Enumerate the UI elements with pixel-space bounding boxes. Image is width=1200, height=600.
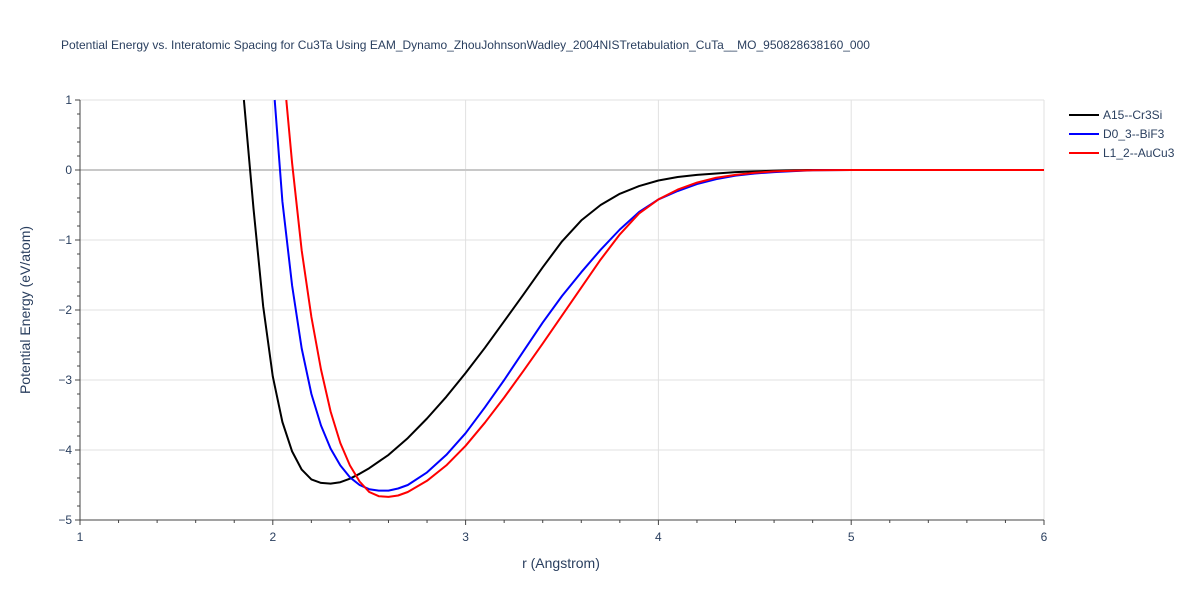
y-tick-label: −4 <box>58 443 72 457</box>
x-axis-title: r (Angstrom) <box>522 555 600 571</box>
y-tick-label: 1 <box>65 93 72 107</box>
legend-item[interactable]: A15--Cr3Si <box>1069 108 1162 122</box>
x-tick-label: 6 <box>1041 530 1048 544</box>
series-line-l1-2-aucu3[interactable] <box>285 99 1044 498</box>
x-tick-label: 3 <box>462 530 469 544</box>
series-line-d0-3-bif3[interactable] <box>273 99 1044 492</box>
x-tick-label: 1 <box>77 530 84 544</box>
x-tick-label: 4 <box>655 530 662 544</box>
y-tick-label: −5 <box>58 513 72 527</box>
chart-title: Potential Energy vs. Interatomic Spacing… <box>61 38 870 52</box>
legend[interactable]: A15--Cr3Si D0_3--BiF3 L1_2--AuCu3 <box>1069 108 1175 160</box>
grid-layer <box>80 99 1045 520</box>
y-tick-label: −1 <box>58 233 72 247</box>
legend-item[interactable]: D0_3--BiF3 <box>1069 127 1165 141</box>
series-line-a15-cr3si[interactable] <box>242 99 1044 485</box>
y-tick-label: 0 <box>65 163 72 177</box>
x-tick-label: 5 <box>848 530 855 544</box>
legend-item[interactable]: L1_2--AuCu3 <box>1069 146 1175 160</box>
series-layer[interactable] <box>242 99 1044 498</box>
axis-layer: 1 2 3 4 5 6 1 0 −1 −2 −3 −4 −5 <box>58 93 1047 544</box>
x-tick-label: 2 <box>269 530 276 544</box>
y-axis-title: Potential Energy (eV/atom) <box>17 226 33 394</box>
legend-label: L1_2--AuCu3 <box>1103 146 1175 160</box>
y-tick-label: −3 <box>58 373 72 387</box>
legend-label: A15--Cr3Si <box>1103 108 1162 122</box>
legend-label: D0_3--BiF3 <box>1103 127 1165 141</box>
y-tick-label: −2 <box>58 303 72 317</box>
